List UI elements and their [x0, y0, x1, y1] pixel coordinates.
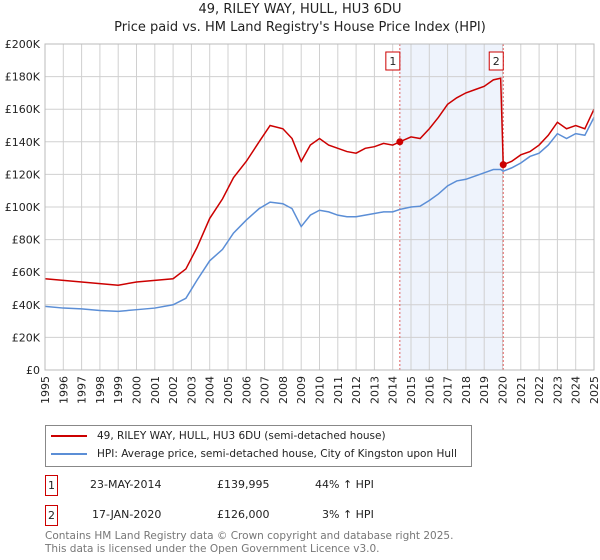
- footer-line: This data is licensed under the Open Gov…: [45, 542, 380, 555]
- legend-label: HPI: Average price, semi-detached house,…: [97, 448, 457, 460]
- y-tick-label: £100K: [5, 201, 41, 214]
- x-tick-label: 2011: [332, 376, 345, 404]
- x-tick-label: 2014: [387, 376, 400, 404]
- y-tick-label: £60K: [12, 266, 41, 279]
- legend-swatch-blue: [51, 453, 87, 455]
- x-tick-label: 1995: [39, 376, 52, 404]
- transaction-date: 17-JAN-2020: [92, 508, 162, 521]
- legend-item-property: 49, RILEY WAY, HULL, HU3 6DU (semi-detac…: [51, 430, 386, 442]
- series-line: [44, 117, 595, 313]
- x-tick-label: 2002: [167, 376, 180, 404]
- chart-title: 49, RILEY WAY, HULL, HU3 6DU: [198, 2, 402, 17]
- annotation-box: [385, 51, 401, 71]
- x-tick-label: 2022: [533, 376, 546, 404]
- chart-subtitle: Price paid vs. HM Land Registry's House …: [114, 20, 486, 35]
- x-tick-label: 2024: [570, 376, 583, 404]
- transaction-hpi: 3% ↑ HPI: [322, 508, 374, 521]
- y-tick-label: £20K: [12, 331, 41, 344]
- transaction-price: £126,000: [217, 508, 270, 521]
- transaction-badge: 1: [45, 475, 58, 496]
- x-tick-label: 2019: [478, 376, 491, 404]
- footer: Contains HM Land Registry data © Crown c…: [45, 530, 453, 555]
- annotation-label: 1: [389, 55, 396, 68]
- x-tick-label: 2023: [551, 376, 564, 404]
- x-tick-label: 2006: [240, 376, 253, 404]
- x-tick-label: 2001: [149, 376, 162, 404]
- legend: 49, RILEY WAY, HULL, HU3 6DU (semi-detac…: [45, 425, 472, 467]
- transaction-row: 1 23-MAY-2014 £139,995 44% ↑ HPI: [45, 475, 445, 496]
- sale-point: [499, 161, 507, 169]
- annotation-box: [488, 51, 504, 71]
- y-tick-label: £180K: [5, 71, 41, 84]
- x-tick-label: 2004: [204, 376, 217, 404]
- price-chart: 1995 1996 1997 1998 1999 2000 2001 2002 2003 2004…: [5, 38, 600, 404]
- footer-line: Contains HM Land Registry data © Crown c…: [45, 530, 454, 542]
- x-tick-label: 2016: [423, 376, 436, 404]
- x-tick-label: 2020: [497, 376, 510, 404]
- transaction-price: £139,995: [217, 478, 270, 491]
- x-tick-label: 2000: [131, 376, 144, 404]
- y-tick-label: £200K: [5, 38, 41, 51]
- x-tick-label: 2012: [350, 376, 363, 404]
- x-tick-label: 2009: [295, 376, 308, 404]
- x-tick-label: 2021: [515, 376, 528, 404]
- x-tick-label: 2015: [405, 376, 418, 404]
- x-tick-label: 2010: [314, 376, 327, 404]
- x-tick-label: 1996: [57, 376, 70, 404]
- x-tick-label: 2005: [222, 376, 235, 404]
- plot-frame: [44, 43, 595, 371]
- x-tick-label: 1998: [94, 376, 107, 404]
- legend-item-hpi: HPI: Average price, semi-detached house,…: [51, 448, 457, 460]
- annotation-label: 2: [493, 55, 500, 68]
- x-tick-label: 2018: [460, 376, 473, 404]
- x-tick-label: 1999: [112, 376, 125, 404]
- legend-swatch-red: [51, 435, 87, 437]
- y-tick-label: £80K: [12, 234, 41, 247]
- y-tick-label: £40K: [12, 299, 41, 312]
- y-tick-label: £160K: [5, 103, 41, 116]
- x-tick-label: 2017: [442, 376, 455, 404]
- transaction-hpi: 44% ↑ HPI: [315, 478, 374, 491]
- series-line: [44, 77, 595, 286]
- y-tick-label: £140K: [5, 136, 41, 149]
- transaction-row: 2 17-JAN-2020 £126,000 3% ↑ HPI: [45, 505, 445, 526]
- y-tick-label: £0: [26, 364, 40, 377]
- x-tick-label: 1997: [76, 376, 89, 404]
- legend-label: 49, RILEY WAY, HULL, HU3 6DU (semi-detac…: [97, 430, 386, 442]
- transaction-date: 23-MAY-2014: [90, 478, 162, 491]
- transaction-badge: 2: [45, 505, 58, 526]
- y-tick-label: £120K: [5, 168, 41, 181]
- x-tick-label: 2008: [277, 376, 290, 404]
- x-tick-label: 2007: [259, 376, 272, 404]
- x-tick-label: 2003: [185, 376, 198, 404]
- sale-point: [396, 138, 404, 146]
- x-tick-label: 2025: [588, 376, 600, 404]
- x-tick-label: 2013: [368, 376, 381, 404]
